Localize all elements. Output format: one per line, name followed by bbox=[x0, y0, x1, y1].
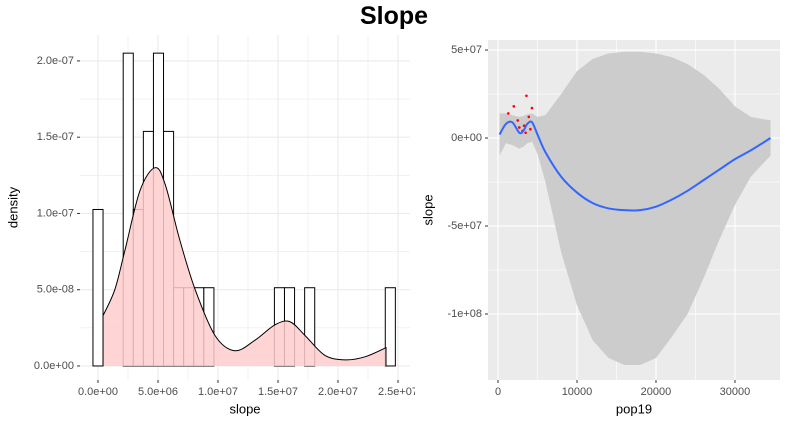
x-tick-label: 30000 bbox=[720, 386, 751, 398]
y-tick-label: 5e+07 bbox=[451, 44, 482, 56]
x-tick-label: 2.5e+07 bbox=[378, 386, 415, 398]
point bbox=[516, 119, 520, 122]
y-tick-label: 1.0e-07 bbox=[37, 207, 74, 219]
y-tick-label: 0.0e+00 bbox=[34, 360, 74, 372]
confidence-band bbox=[499, 51, 771, 366]
point bbox=[524, 131, 527, 135]
x-tick-label: 5.0e+06 bbox=[138, 386, 178, 398]
x-tick-label: 1.5e+07 bbox=[258, 386, 298, 398]
x-axis-title: slope bbox=[229, 401, 260, 416]
smooth-line bbox=[498, 120, 772, 212]
y-tick-label: -5e+07 bbox=[447, 220, 482, 232]
histogram-panel: 0.0e+00 5.0e+06 1.0e+07 1.5e+07 2.0e+07 2.5e+… bbox=[5, 35, 415, 416]
x-tick-label: 10000 bbox=[562, 386, 593, 398]
x-tick-label: 1.0e+07 bbox=[198, 386, 238, 398]
point bbox=[525, 94, 528, 98]
x-tick-label: 20000 bbox=[641, 386, 672, 398]
x-axis-title: pop19 bbox=[616, 401, 652, 416]
y-tick-label: 0e+00 bbox=[451, 132, 482, 144]
point bbox=[529, 127, 532, 131]
x-tick-label: 0 bbox=[495, 386, 501, 398]
density-line bbox=[102, 167, 387, 366]
point bbox=[506, 112, 510, 115]
y-tick-label: -1e+08 bbox=[447, 308, 482, 320]
y-tick-label: 5.0e-08 bbox=[37, 284, 74, 296]
x-tick-label: 2.0e+07 bbox=[318, 386, 358, 398]
chart-title: Slope bbox=[359, 2, 429, 30]
x-tick-label: 0.0e+00 bbox=[78, 386, 118, 398]
scatter-panel: 0 10000 20000 30000 5e+07 0e+00 -5e+07 -1e+08 po… bbox=[420, 40, 780, 416]
point bbox=[530, 106, 534, 110]
y-tick-label: 2.0e-07 bbox=[37, 55, 74, 67]
point bbox=[518, 126, 521, 129]
point bbox=[512, 105, 516, 108]
y-axis-title: slope bbox=[420, 194, 435, 225]
y-axis-title: density bbox=[5, 186, 20, 228]
point bbox=[527, 115, 531, 119]
y-tick-label: 1.5e-07 bbox=[37, 131, 74, 143]
bar bbox=[92, 208, 104, 367]
bar bbox=[384, 287, 396, 367]
